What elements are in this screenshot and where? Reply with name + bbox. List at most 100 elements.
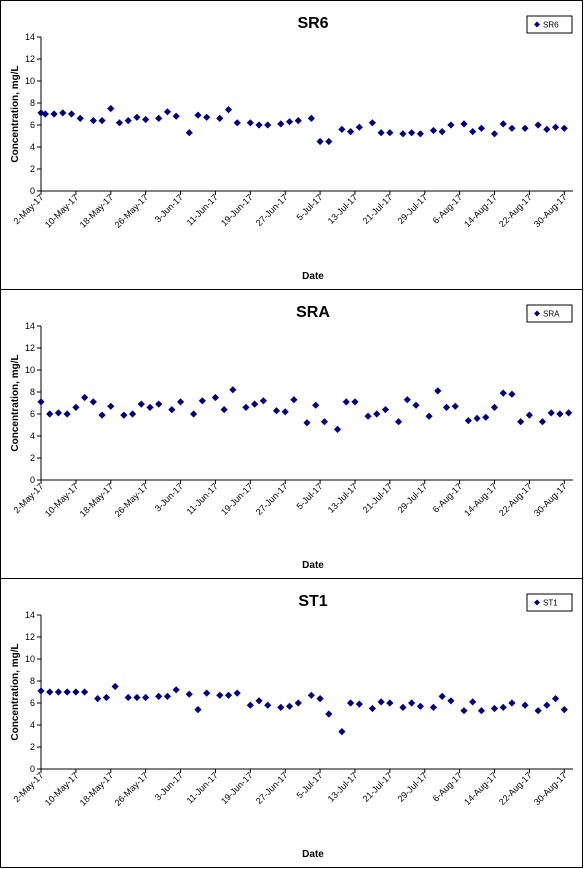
data-point	[172, 686, 180, 694]
legend-label: ST1	[543, 599, 558, 608]
data-point	[347, 128, 355, 136]
x-tick-label: 6-Aug-17	[431, 192, 464, 225]
chart-title: ST1	[298, 593, 327, 610]
data-point	[229, 386, 237, 394]
data-point	[246, 701, 254, 709]
y-tick-label: 4	[30, 431, 35, 441]
legend-label: SR6	[543, 21, 559, 30]
data-point	[133, 693, 141, 702]
chart-panel-sra: SRA 0 2 4 6 8 10 12 14 2-May-17 10-May-17 18-May-17…	[0, 289, 583, 579]
x-tick-label: 27-Jun-17	[254, 192, 290, 228]
chart-svg-st1: ST1 0 2 4 6 8 10 12 14 2-May-1710-May-1718-May-17…	[10, 593, 573, 860]
y-tick-label: 6	[30, 409, 35, 419]
data-point	[194, 706, 202, 714]
data-point	[277, 703, 285, 711]
x-tick-label: 2-May-17	[11, 770, 45, 804]
y-tick-label: 8	[30, 387, 35, 397]
data-point	[477, 707, 486, 715]
data-point	[277, 120, 285, 128]
y-tick-label: 4	[30, 720, 35, 730]
data-point	[37, 687, 45, 695]
data-point	[142, 693, 150, 702]
data-point	[107, 402, 115, 410]
data-point	[133, 113, 141, 121]
data-point	[37, 398, 45, 406]
data-point	[351, 398, 359, 406]
y-tick-label: 4	[30, 142, 35, 152]
data-point	[41, 110, 49, 118]
data-point	[381, 406, 390, 414]
y-tick-label: 6	[30, 120, 35, 130]
data-point	[176, 398, 185, 406]
data-point	[368, 704, 377, 713]
data-point	[521, 701, 529, 709]
x-tick-label: 26-May-17	[113, 770, 150, 807]
data-point	[499, 389, 507, 397]
data-point	[451, 402, 459, 410]
legend-box	[526, 304, 573, 323]
x-tick-label: 5-Jul-17	[294, 770, 324, 800]
data-point	[438, 128, 446, 136]
data-point	[560, 124, 568, 132]
data-point	[399, 703, 407, 711]
data-point	[120, 411, 128, 419]
data-point	[203, 113, 211, 121]
x-tick-label: 26-May-17	[113, 192, 150, 229]
data-point	[499, 703, 507, 711]
y-tick-label: 12	[25, 343, 35, 353]
data-point	[338, 728, 346, 736]
data-point	[316, 695, 324, 703]
data-point	[259, 397, 267, 405]
y-tick-label: 8	[30, 676, 35, 686]
data-point	[172, 112, 180, 120]
data-point	[394, 418, 403, 426]
y-tick-label: 0	[30, 475, 35, 485]
data-point	[264, 121, 272, 129]
y-tick-label: 14	[25, 321, 35, 331]
data-point	[281, 408, 289, 416]
x-tick-label: 29-Jul-17	[396, 770, 430, 804]
data-point	[115, 119, 124, 127]
data-point	[551, 695, 560, 703]
data-point	[50, 110, 58, 118]
x-tick-label: 19-Jun-17	[219, 192, 255, 228]
data-point	[556, 410, 564, 418]
legend-marker	[534, 599, 540, 606]
data-point	[460, 120, 468, 128]
data-point	[216, 691, 224, 699]
data-point	[242, 403, 250, 411]
data-point	[543, 701, 551, 709]
legend-marker	[534, 21, 540, 28]
data-point	[355, 123, 363, 131]
data-point	[163, 692, 172, 700]
data-point	[447, 121, 455, 129]
data-point	[220, 406, 228, 414]
data-point	[490, 403, 499, 411]
x-tick-label: 26-May-17	[113, 481, 150, 518]
data-point	[46, 410, 54, 418]
data-point	[142, 115, 150, 124]
legend-marker	[534, 310, 540, 317]
data-point	[76, 114, 84, 122]
data-point	[264, 701, 272, 709]
x-tick-label: 2-May-17	[11, 481, 45, 515]
data-point	[303, 419, 311, 427]
data-point	[312, 401, 320, 409]
data-point	[429, 126, 438, 135]
data-point	[285, 118, 294, 126]
data-point	[307, 114, 315, 122]
x-tick-label: 10-May-17	[43, 481, 80, 518]
data-point	[412, 401, 420, 409]
data-point	[285, 702, 294, 710]
data-point	[63, 410, 71, 418]
x-tick-label: 29-Jul-17	[396, 481, 430, 515]
data-point	[107, 104, 115, 113]
y-tick-label: 2	[30, 453, 35, 463]
x-tick-label: 2-May-17	[11, 192, 45, 226]
x-axis-label: Date	[302, 560, 324, 571]
x-tick-label: 21-Jul-17	[361, 192, 395, 226]
data-point	[81, 393, 89, 402]
data-point	[403, 396, 411, 404]
data-point	[508, 699, 516, 707]
x-tick-label: 10-May-17	[43, 770, 80, 807]
